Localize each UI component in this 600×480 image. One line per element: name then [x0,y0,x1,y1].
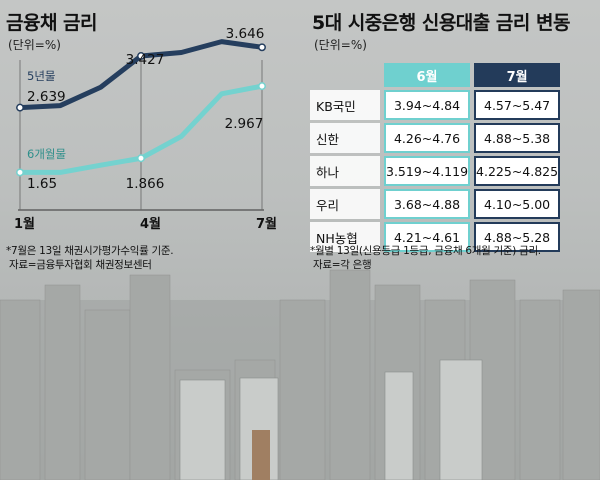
july-rate: 4.88~5.38 [474,123,561,153]
june-rate: 4.21~4.61 [384,222,471,252]
july-rate: 4.88~5.28 [474,222,561,252]
table-header-june: 6월 [384,63,471,87]
left-chart-unit: (단위=%) [8,38,61,52]
data-label: 2.967 [225,116,264,132]
table-header-july: 7월 [474,63,561,87]
bank-loan-rate-table: 6월 7월 KB국민 3.94~4.84 4.57~5.47 신한 4.26~4… [306,60,564,255]
table-row: KB국민 3.94~4.84 4.57~5.47 [310,90,561,120]
data-label: 1.65 [27,176,57,192]
data-point [16,103,24,112]
data-point [258,43,266,52]
table-row: 우리 3.68~4.88 4.10~5.00 [310,189,561,219]
data-label: 3.427 [126,52,165,68]
data-label: 3.646 [226,26,265,42]
right-table-title: 5대 시중은행 신용대출 금리 변동 [312,12,570,34]
bond-rate-line-chart: 1월 4월 7월 5년물 6개월물 2.639 3.427 3.646 1.65 1.866 2.9… [14,26,277,232]
table-row: 신한 4.26~4.76 4.88~5.38 [310,123,561,153]
left-chart-title: 금융채 금리 [6,12,98,34]
july-rate: 4.57~5.47 [474,90,561,120]
x-tick-label: 7월 [256,216,277,232]
left-chart-footnote: *7월은 13일 채권시가평가수익률 기준. 자료=금융투자협회 채권정보센터 [6,245,174,271]
july-rate: 4.10~5.00 [474,189,561,219]
bank-name: KB국민 [310,90,380,120]
right-table-footnote: *월별 13일(신용등급 1등급, 금융채 6개월 기준) 금리. 자료=각 은… [310,245,541,271]
data-point [16,168,24,177]
data-point [137,154,145,163]
table-row: 하나 3.519~4.119 4.225~4.825 [310,156,561,186]
bank-name: 하나 [310,156,380,186]
x-tick-label: 1월 [14,216,35,232]
x-tick-label: 4월 [140,216,161,232]
june-rate: 3.94~4.84 [384,90,471,120]
june-rate: 4.26~4.76 [384,123,471,153]
series-name-label: 5년물 [27,69,55,83]
july-rate: 4.225~4.825 [474,156,561,186]
table-row: NH농협 4.21~4.61 4.88~5.28 [310,222,561,252]
data-point [137,52,145,60]
data-point [258,82,266,91]
bank-name: 우리 [310,189,380,219]
table-header-bank [310,63,380,87]
bank-name: 신한 [310,123,380,153]
right-table-unit: (단위=%) [314,38,367,52]
data-label: 1.866 [126,176,165,192]
data-label: 2.639 [27,89,66,105]
june-rate: 3.519~4.119 [384,156,471,186]
series-name-label: 6개월물 [27,147,66,161]
bank-name: NH농협 [310,222,380,252]
june-rate: 3.68~4.88 [384,189,471,219]
